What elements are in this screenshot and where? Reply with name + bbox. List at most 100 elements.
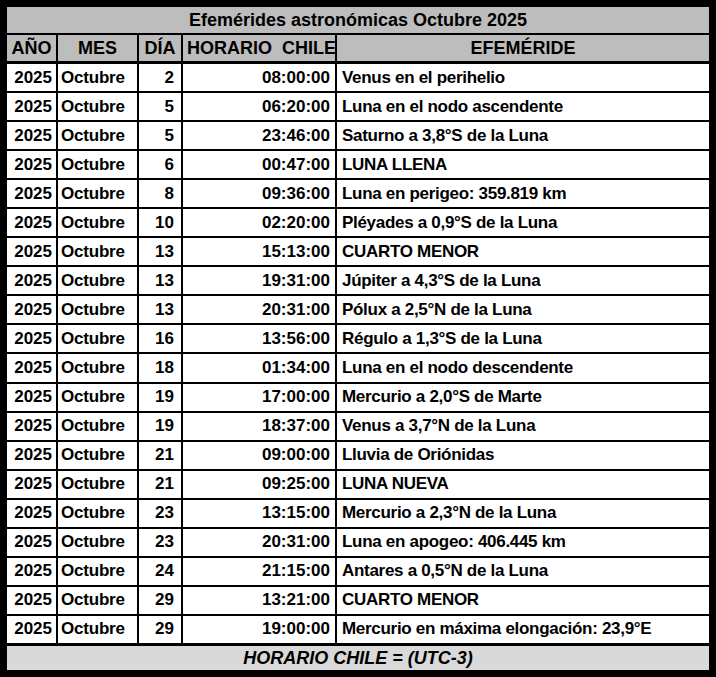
table-row: 2025Octubre1320:31:00Pólux a 2,5°N de la… bbox=[6, 295, 710, 324]
table-title-row: Efemérides astronómicas Octubre 2025 bbox=[6, 6, 710, 34]
time-cell: 09:00:00 bbox=[182, 441, 336, 470]
table-footer-row: HORARIO CHILE = (UTC-3) bbox=[6, 645, 710, 672]
day-cell: 23 bbox=[138, 499, 182, 528]
event-cell: Antares a 0,5°N de la Luna bbox=[336, 557, 710, 586]
column-header-year: AÑO bbox=[6, 34, 57, 63]
table-row: 2025Octubre1917:00:00Mercurio a 2,0°S de… bbox=[6, 383, 710, 412]
table-row: 2025Octubre2421:15:00Antares a 0,5°N de … bbox=[6, 557, 710, 586]
time-cell: 09:25:00 bbox=[182, 470, 336, 499]
table-row: 2025Octubre523:46:00Saturno a 3,8°S de l… bbox=[6, 121, 710, 150]
table-row: 2025Octubre2109:25:00LUNA NUEVA bbox=[6, 470, 710, 499]
month-cell: Octubre bbox=[57, 470, 138, 499]
month-cell: Octubre bbox=[57, 150, 138, 179]
event-cell: Luna en apogeo: 406.445 km bbox=[336, 528, 710, 557]
event-cell: LUNA LLENA bbox=[336, 150, 710, 179]
table-row: 2025Octubre2919:00:00Mercurio en máxima … bbox=[6, 615, 710, 645]
year-cell: 2025 bbox=[6, 412, 57, 441]
month-cell: Octubre bbox=[57, 586, 138, 615]
day-cell: 10 bbox=[138, 208, 182, 237]
year-cell: 2025 bbox=[6, 92, 57, 121]
table-row: 2025Octubre1002:20:00Pléyades a 0,9°S de… bbox=[6, 208, 710, 237]
time-cell: 02:20:00 bbox=[182, 208, 336, 237]
event-cell: Luna en el nodo ascendente bbox=[336, 92, 710, 121]
month-cell: Octubre bbox=[57, 412, 138, 441]
event-cell: Saturno a 3,8°S de la Luna bbox=[336, 121, 710, 150]
time-cell: 01:34:00 bbox=[182, 353, 336, 382]
time-cell: 18:37:00 bbox=[182, 412, 336, 441]
table-row: 2025Octubre1918:37:00Venus a 3,7°N de la… bbox=[6, 412, 710, 441]
year-cell: 2025 bbox=[6, 353, 57, 382]
table-row: 2025Octubre1315:13:00CUARTO MENOR bbox=[6, 237, 710, 266]
month-cell: Octubre bbox=[57, 557, 138, 586]
day-cell: 29 bbox=[138, 615, 182, 645]
day-cell: 24 bbox=[138, 557, 182, 586]
time-cell: 17:00:00 bbox=[182, 383, 336, 412]
month-cell: Octubre bbox=[57, 92, 138, 121]
table-row: 2025Octubre809:36:00Luna en perigeo: 359… bbox=[6, 179, 710, 208]
day-cell: 29 bbox=[138, 586, 182, 615]
year-cell: 2025 bbox=[6, 237, 57, 266]
year-cell: 2025 bbox=[6, 441, 57, 470]
time-cell: 08:00:00 bbox=[182, 63, 336, 93]
time-cell: 00:47:00 bbox=[182, 150, 336, 179]
event-cell: CUARTO MENOR bbox=[336, 586, 710, 615]
time-cell: 23:46:00 bbox=[182, 121, 336, 150]
time-cell: 20:31:00 bbox=[182, 528, 336, 557]
table-row: 2025Octubre600:47:00LUNA LLENA bbox=[6, 150, 710, 179]
ephemerides-table-frame: Efemérides astronómicas Octubre 2025 AÑO… bbox=[0, 0, 716, 677]
month-cell: Octubre bbox=[57, 528, 138, 557]
day-cell: 16 bbox=[138, 324, 182, 353]
day-cell: 21 bbox=[138, 470, 182, 499]
year-cell: 2025 bbox=[6, 615, 57, 645]
day-cell: 5 bbox=[138, 121, 182, 150]
table-row: 2025Octubre2313:15:00Mercurio a 2,3°N de… bbox=[6, 499, 710, 528]
year-cell: 2025 bbox=[6, 295, 57, 324]
time-cell: 21:15:00 bbox=[182, 557, 336, 586]
year-cell: 2025 bbox=[6, 383, 57, 412]
event-cell: Pléyades a 0,9°S de la Luna bbox=[336, 208, 710, 237]
column-header-event: EFEMÉRIDE bbox=[336, 34, 710, 63]
year-cell: 2025 bbox=[6, 528, 57, 557]
year-cell: 2025 bbox=[6, 324, 57, 353]
month-cell: Octubre bbox=[57, 63, 138, 93]
day-cell: 13 bbox=[138, 237, 182, 266]
time-cell: 19:00:00 bbox=[182, 615, 336, 645]
time-cell: 13:56:00 bbox=[182, 324, 336, 353]
event-cell: Mercurio a 2,3°N de la Luna bbox=[336, 499, 710, 528]
event-cell: Mercurio a 2,0°S de Marte bbox=[336, 383, 710, 412]
day-cell: 2 bbox=[138, 63, 182, 93]
event-cell: CUARTO MENOR bbox=[336, 237, 710, 266]
year-cell: 2025 bbox=[6, 208, 57, 237]
event-cell: Régulo a 1,3°S de la Luna bbox=[336, 324, 710, 353]
month-cell: Octubre bbox=[57, 499, 138, 528]
column-header-month: MES bbox=[57, 34, 138, 63]
day-cell: 13 bbox=[138, 295, 182, 324]
table-row: 2025Octubre2913:21:00CUARTO MENOR bbox=[6, 586, 710, 615]
event-cell: Mercurio en máxima elongación: 23,9°E bbox=[336, 615, 710, 645]
month-cell: Octubre bbox=[57, 179, 138, 208]
column-header-day: DÍA bbox=[138, 34, 182, 63]
day-cell: 6 bbox=[138, 150, 182, 179]
year-cell: 2025 bbox=[6, 179, 57, 208]
ephemerides-table: Efemérides astronómicas Octubre 2025 AÑO… bbox=[5, 5, 711, 672]
event-cell: LUNA NUEVA bbox=[336, 470, 710, 499]
table-row: 2025Octubre2109:00:00Lluvia de Oriónidas bbox=[6, 441, 710, 470]
event-cell: Luna en perigeo: 359.819 km bbox=[336, 179, 710, 208]
table-row: 2025Octubre1613:56:00Régulo a 1,3°S de l… bbox=[6, 324, 710, 353]
month-cell: Octubre bbox=[57, 208, 138, 237]
timezone-note: HORARIO CHILE = (UTC-3) bbox=[6, 645, 710, 672]
year-cell: 2025 bbox=[6, 266, 57, 295]
month-cell: Octubre bbox=[57, 295, 138, 324]
time-cell: 19:31:00 bbox=[182, 266, 336, 295]
year-cell: 2025 bbox=[6, 470, 57, 499]
year-cell: 2025 bbox=[6, 499, 57, 528]
event-cell: Pólux a 2,5°N de la Luna bbox=[336, 295, 710, 324]
table-row: 2025Octubre208:00:00Venus en el periheli… bbox=[6, 63, 710, 93]
year-cell: 2025 bbox=[6, 557, 57, 586]
day-cell: 19 bbox=[138, 383, 182, 412]
year-cell: 2025 bbox=[6, 63, 57, 93]
month-cell: Octubre bbox=[57, 441, 138, 470]
day-cell: 23 bbox=[138, 528, 182, 557]
table-row: 2025Octubre1801:34:00Luna en el nodo des… bbox=[6, 353, 710, 382]
event-cell: Venus a 3,7°N de la Luna bbox=[336, 412, 710, 441]
